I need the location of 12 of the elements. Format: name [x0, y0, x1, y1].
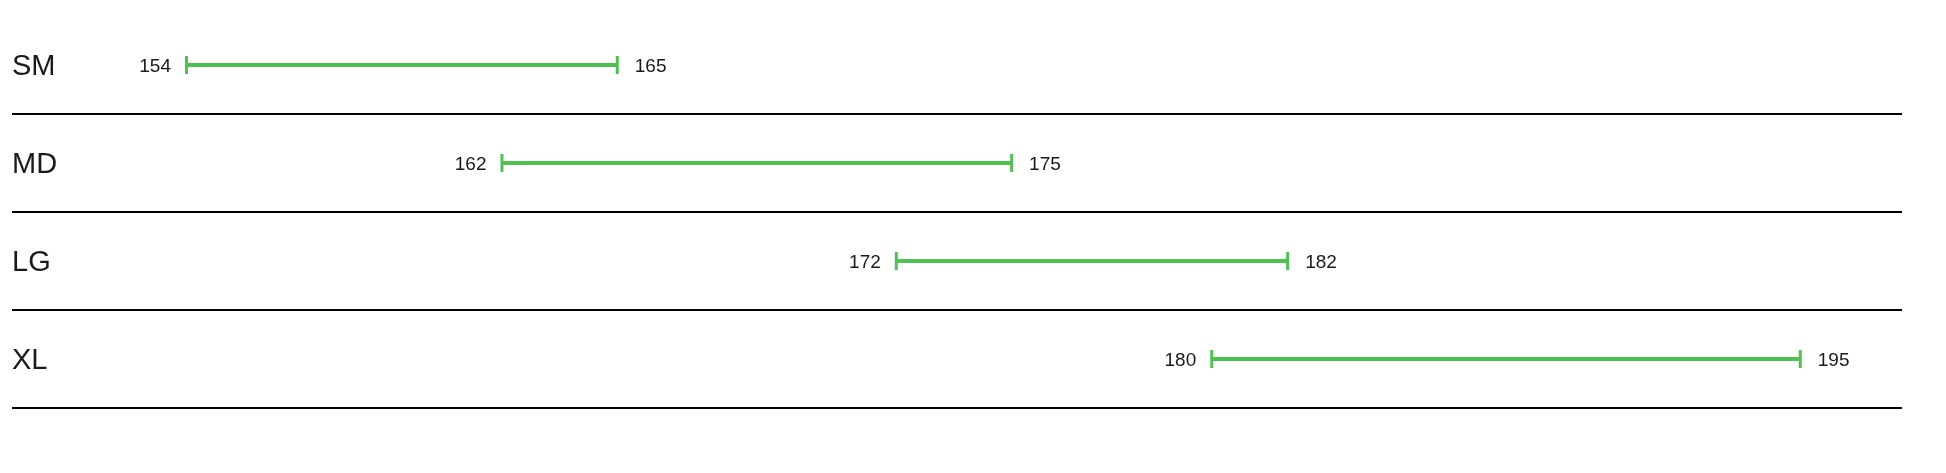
data-label: 182 — [1305, 250, 1337, 272]
category-label: MD — [12, 147, 58, 179]
data-label: 180 — [1164, 348, 1197, 370]
data-label: 175 — [1029, 152, 1061, 174]
data-label: 162 — [454, 152, 487, 174]
data-label: 165 — [634, 54, 667, 76]
category-label: XL — [12, 343, 48, 375]
data-label: 154 — [139, 54, 172, 76]
category-label: LG — [12, 245, 51, 277]
category-label: SM — [12, 49, 56, 81]
data-label: 195 — [1817, 348, 1850, 370]
data-label: 172 — [849, 250, 881, 272]
